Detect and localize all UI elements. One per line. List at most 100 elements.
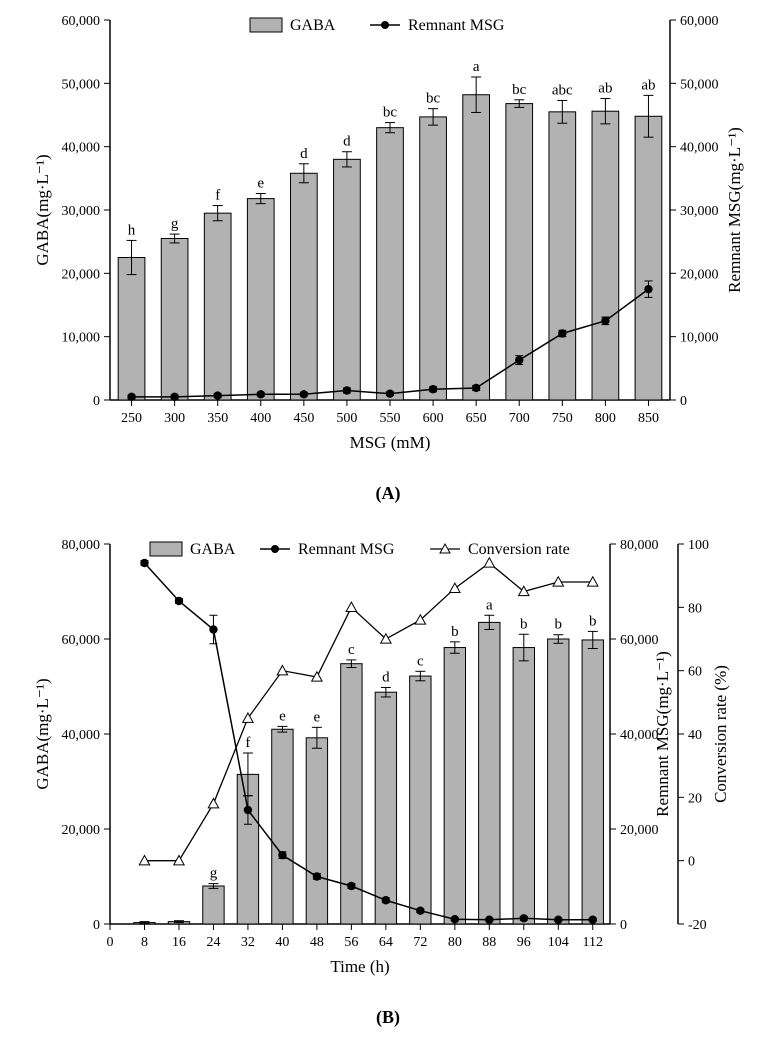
- svg-text:50,000: 50,000: [680, 77, 719, 92]
- line1-marker: [416, 907, 424, 915]
- svg-text:650: 650: [466, 411, 487, 426]
- line1-marker: [520, 914, 528, 922]
- line-marker: [343, 386, 351, 394]
- bar: [582, 640, 603, 924]
- figure-a: 0010,00010,00020,00020,00030,00030,00040…: [0, 0, 776, 524]
- svg-text:h: h: [128, 222, 136, 238]
- svg-text:Time (h): Time (h): [330, 957, 389, 976]
- svg-text:f: f: [215, 188, 220, 204]
- svg-text:d: d: [300, 146, 308, 162]
- svg-text:80: 80: [688, 601, 702, 616]
- svg-text:d: d: [382, 669, 390, 685]
- line1-marker: [554, 916, 562, 924]
- svg-text:ab: ab: [598, 81, 612, 97]
- bar: [306, 738, 327, 924]
- svg-text:b: b: [520, 616, 528, 632]
- svg-text:500: 500: [336, 411, 357, 426]
- svg-text:g: g: [171, 216, 179, 232]
- svg-text:20: 20: [688, 791, 702, 806]
- line-marker: [257, 390, 265, 398]
- svg-text:40,000: 40,000: [680, 141, 719, 156]
- svg-text:0: 0: [93, 394, 100, 409]
- line-marker: [127, 393, 135, 401]
- bar: [479, 622, 500, 924]
- svg-text:Conversion rate: Conversion rate: [468, 541, 570, 558]
- bar: [203, 886, 224, 924]
- svg-text:450: 450: [293, 411, 314, 426]
- svg-text:48: 48: [310, 935, 324, 950]
- bar: [592, 111, 619, 400]
- bar: [272, 729, 293, 924]
- bar: [118, 258, 145, 401]
- svg-text:72: 72: [413, 935, 427, 950]
- line1-marker: [382, 896, 390, 904]
- svg-text:Remnant MSG(mg·L⁻¹): Remnant MSG(mg·L⁻¹): [653, 651, 672, 817]
- line2-marker: [208, 798, 218, 807]
- line-marker: [472, 384, 480, 392]
- bar: [549, 112, 576, 400]
- svg-text:30,000: 30,000: [680, 204, 719, 219]
- svg-text:40: 40: [688, 728, 702, 743]
- svg-text:d: d: [343, 134, 351, 150]
- svg-text:abc: abc: [552, 82, 573, 98]
- line2-marker: [346, 602, 356, 611]
- line-marker: [300, 390, 308, 398]
- line2-marker: [484, 558, 494, 567]
- svg-text:64: 64: [379, 935, 393, 950]
- svg-text:bc: bc: [383, 105, 398, 121]
- svg-text:ab: ab: [641, 77, 655, 93]
- line-marker: [558, 329, 566, 337]
- svg-text:350: 350: [207, 411, 228, 426]
- svg-text:400: 400: [250, 411, 271, 426]
- bar: [548, 639, 569, 924]
- caption-a: (A): [0, 475, 776, 524]
- svg-text:40: 40: [275, 935, 289, 950]
- svg-text:24: 24: [206, 935, 220, 950]
- line1-marker: [175, 597, 183, 605]
- svg-text:0: 0: [93, 918, 100, 933]
- line1-marker: [451, 915, 459, 923]
- line-marker: [644, 285, 652, 293]
- svg-text:0: 0: [688, 855, 695, 870]
- svg-text:80,000: 80,000: [62, 538, 101, 553]
- line1-marker: [485, 916, 493, 924]
- bar: [161, 239, 188, 401]
- figure-b: 0020,00020,00040,00040,00060,00060,00080…: [0, 524, 776, 1048]
- svg-text:56: 56: [344, 935, 358, 950]
- chart-b-svg: 0020,00020,00040,00040,00060,00060,00080…: [0, 524, 776, 994]
- bar: [247, 199, 274, 400]
- svg-text:60,000: 60,000: [680, 14, 719, 29]
- chart-a-svg: 0010,00010,00020,00020,00030,00030,00040…: [0, 0, 776, 470]
- line-marker: [386, 389, 394, 397]
- svg-text:GABA(mg·L⁻¹): GABA(mg·L⁻¹): [33, 678, 52, 789]
- svg-text:bc: bc: [426, 91, 441, 107]
- svg-text:a: a: [486, 597, 493, 613]
- svg-text:100: 100: [688, 538, 709, 553]
- line-marker: [515, 356, 523, 364]
- svg-text:0: 0: [680, 394, 687, 409]
- svg-text:600: 600: [423, 411, 444, 426]
- svg-text:10,000: 10,000: [62, 331, 101, 346]
- bar: [334, 159, 361, 400]
- svg-text:0: 0: [620, 918, 627, 933]
- svg-text:750: 750: [552, 411, 573, 426]
- svg-text:60: 60: [688, 665, 702, 680]
- svg-text:a: a: [473, 59, 480, 75]
- line1-marker: [278, 851, 286, 859]
- svg-text:GABA: GABA: [290, 17, 336, 34]
- bar: [635, 116, 662, 400]
- svg-text:0: 0: [107, 935, 114, 950]
- svg-text:20,000: 20,000: [62, 267, 101, 282]
- svg-text:b: b: [589, 613, 597, 629]
- bar: [290, 173, 317, 400]
- svg-text:g: g: [210, 866, 218, 882]
- line2-marker: [450, 583, 460, 592]
- bar: [375, 692, 396, 924]
- svg-text:16: 16: [172, 935, 186, 950]
- bar: [513, 648, 534, 924]
- line1-marker: [313, 872, 321, 880]
- svg-text:800: 800: [595, 411, 616, 426]
- svg-text:c: c: [348, 642, 355, 658]
- line1-marker: [209, 625, 217, 633]
- line-marker: [429, 385, 437, 393]
